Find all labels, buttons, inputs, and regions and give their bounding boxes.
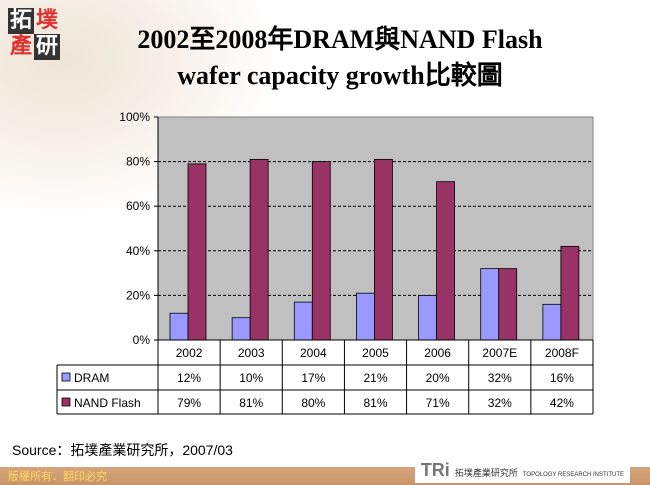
data-label: 32%: [488, 371, 512, 385]
data-label: 10%: [239, 371, 263, 385]
logo: 拓墣產研: [8, 8, 60, 60]
bar-nand-flash: [436, 181, 455, 341]
data-label: 42%: [550, 396, 574, 410]
title-line-2: wafer capacity growth比較圖: [177, 61, 503, 90]
logo-char: 研: [34, 34, 60, 60]
data-label: 80%: [301, 396, 325, 410]
source-note: Source：拓墣產業研究所，2007/03: [12, 442, 233, 458]
bar-nand-flash: [311, 161, 331, 341]
bar-nand-flash: [498, 268, 518, 341]
brand-en: TOPOLOGY RESEARCH INSTITUTE: [522, 472, 624, 478]
bar-nand-flash: [374, 158, 393, 341]
data-label: 17%: [301, 371, 325, 385]
legend-key: [61, 372, 71, 382]
title-line-1: 2002至2008年DRAM與NAND Flash: [137, 25, 543, 54]
y-tick-label: 20%: [126, 288, 150, 302]
y-tick-label: 100%: [119, 110, 150, 124]
copyright: 版權所有．翻印必究: [8, 471, 107, 483]
x-category-label: 2006: [424, 346, 451, 360]
bar-nand-flash: [249, 158, 269, 341]
slide-title: 2002至2008年DRAM與NAND Flash wafer capacity…: [80, 22, 600, 94]
data-label: 32%: [488, 396, 512, 410]
x-category-label: 2003: [238, 346, 265, 360]
x-category-label: 2002: [176, 346, 203, 360]
x-category-label: 2004: [300, 346, 327, 360]
bar-dram: [169, 312, 189, 341]
y-tick-label: 80%: [126, 155, 150, 169]
bar-dram: [356, 292, 375, 341]
legend-label: DRAM: [74, 371, 109, 385]
legend-key: [61, 397, 71, 407]
brand-cn: 拓墣產業研究所: [454, 468, 518, 478]
legend-label: NAND Flash: [74, 396, 141, 410]
x-category-label: 2008F: [545, 346, 579, 360]
bar-dram: [231, 317, 251, 341]
data-label: 71%: [426, 396, 450, 410]
data-label: 79%: [177, 396, 201, 410]
bar-nand-flash: [560, 245, 580, 341]
tri-logo: TRi 拓墣產業研究所 TOPOLOGY RESEARCH INSTITUTE: [414, 458, 630, 483]
logo-char: 產: [9, 34, 32, 59]
data-label: 21%: [363, 371, 387, 385]
bar-dram: [293, 301, 313, 341]
bar-dram: [480, 268, 500, 341]
data-label: 81%: [239, 396, 263, 410]
x-category-label: 2005: [362, 346, 389, 360]
brand: TRi: [420, 460, 450, 480]
data-label: 12%: [177, 371, 201, 385]
y-tick-label: 60%: [126, 199, 150, 213]
logo-char: 拓: [8, 8, 34, 34]
y-tick-label: 0%: [133, 333, 151, 347]
bar-dram: [542, 303, 562, 341]
logo-char: 墣: [35, 8, 58, 33]
bar-dram: [418, 294, 437, 341]
x-category-label: 2007E: [482, 346, 517, 360]
data-label: 16%: [550, 371, 574, 385]
data-label: 81%: [363, 396, 387, 410]
data-label: 20%: [426, 371, 450, 385]
y-tick-label: 40%: [126, 244, 150, 258]
bar-nand-flash: [187, 163, 207, 341]
